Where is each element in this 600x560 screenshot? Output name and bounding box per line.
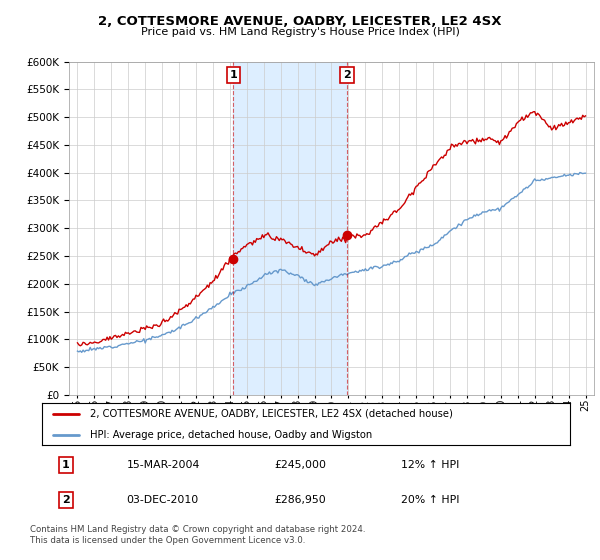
Bar <box>233 62 347 395</box>
Text: 15-MAR-2004: 15-MAR-2004 <box>127 460 200 470</box>
Text: HPI: Average price, detached house, Oadby and Wigston: HPI: Average price, detached house, Oadb… <box>89 430 372 440</box>
Text: 2, COTTESMORE AVENUE, OADBY, LEICESTER, LE2 4SX (detached house): 2, COTTESMORE AVENUE, OADBY, LEICESTER, … <box>89 409 452 419</box>
Text: 12% ↑ HPI: 12% ↑ HPI <box>401 460 460 470</box>
Text: 2: 2 <box>343 70 351 80</box>
Text: 1: 1 <box>62 460 70 470</box>
Text: Price paid vs. HM Land Registry's House Price Index (HPI): Price paid vs. HM Land Registry's House … <box>140 27 460 37</box>
Text: £245,000: £245,000 <box>274 460 326 470</box>
Text: 03-DEC-2010: 03-DEC-2010 <box>127 495 199 505</box>
Text: 20% ↑ HPI: 20% ↑ HPI <box>401 495 460 505</box>
Text: 2, COTTESMORE AVENUE, OADBY, LEICESTER, LE2 4SX: 2, COTTESMORE AVENUE, OADBY, LEICESTER, … <box>98 15 502 28</box>
Text: £286,950: £286,950 <box>274 495 326 505</box>
Text: Contains HM Land Registry data © Crown copyright and database right 2024.
This d: Contains HM Land Registry data © Crown c… <box>30 525 365 545</box>
Text: 2: 2 <box>62 495 70 505</box>
Text: 1: 1 <box>230 70 238 80</box>
